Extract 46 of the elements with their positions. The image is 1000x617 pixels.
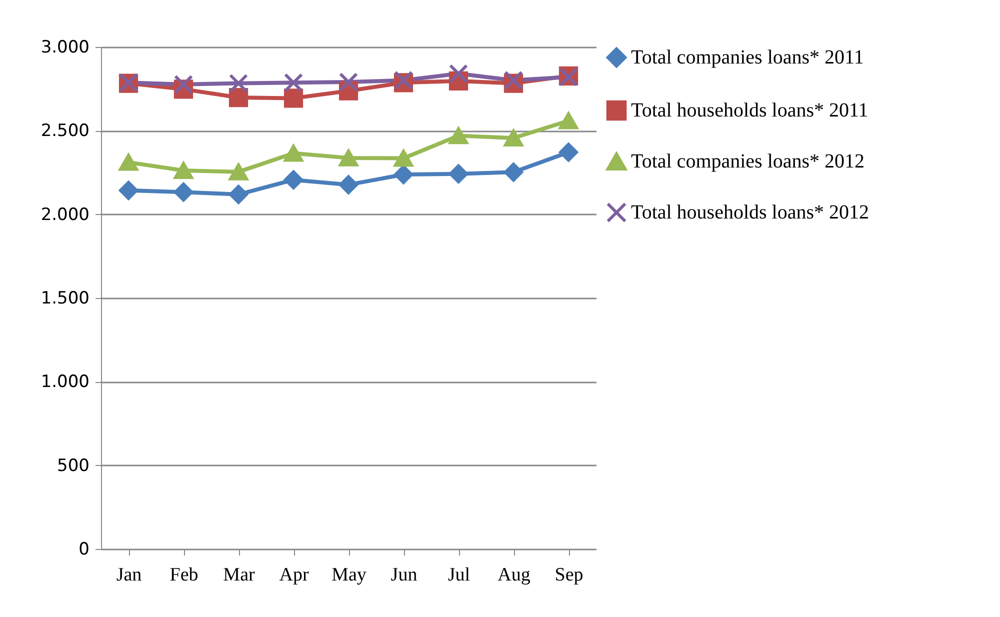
x-tick-label: Jul	[448, 564, 470, 586]
point	[394, 150, 414, 167]
point	[338, 72, 358, 92]
y-tick-label: 500	[57, 456, 90, 476]
point	[504, 162, 524, 182]
point	[558, 112, 578, 130]
legend-label: Total companies loans* 2012	[631, 150, 865, 172]
x-tick-label: Aug	[498, 564, 531, 586]
point	[174, 182, 194, 202]
y-tick-label: 1.500	[40, 288, 90, 308]
point	[448, 164, 468, 184]
point	[174, 162, 194, 179]
point	[284, 170, 304, 190]
point	[118, 154, 138, 171]
y-tick-label: 3.000	[40, 38, 90, 58]
y-tick-label: 2.000	[40, 204, 90, 225]
point	[284, 144, 304, 162]
legend-label: Total companies loans* 2011	[631, 46, 864, 68]
legend-label: Total households loans* 2012	[631, 202, 870, 224]
point	[118, 180, 138, 200]
point	[338, 149, 358, 166]
point	[448, 64, 468, 84]
x-tick-label: Jan	[116, 564, 142, 586]
x-tick-label: May	[332, 564, 367, 586]
point	[558, 142, 578, 162]
point	[284, 88, 304, 108]
x-tick-label: Apr	[279, 564, 310, 586]
point	[228, 74, 248, 93]
x-tick-label: Mar	[223, 564, 256, 586]
x-tick-label: Sep	[554, 564, 584, 586]
point	[504, 70, 524, 90]
point	[228, 88, 248, 108]
x-tick-label: Feb	[170, 564, 198, 586]
point	[448, 127, 468, 144]
point	[284, 73, 304, 92]
point	[394, 164, 414, 184]
point	[228, 163, 248, 180]
legend-label: Total households loans* 2011	[631, 100, 868, 122]
point	[174, 74, 194, 94]
y-tick-label: 1.000	[40, 372, 90, 392]
x-tick-label: Jun	[390, 564, 418, 586]
point	[338, 175, 358, 194]
point	[228, 184, 248, 204]
point	[504, 130, 524, 147]
y-tick-label: 2.500	[40, 121, 90, 142]
y-tick-label: 0	[78, 540, 90, 560]
